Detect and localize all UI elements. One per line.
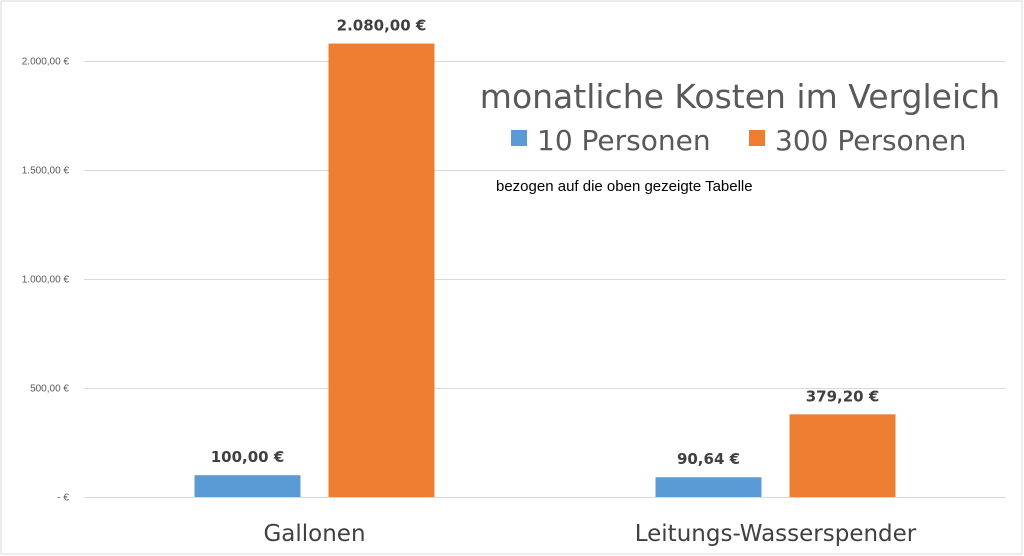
chart-title: monatliche Kosten im Vergleich: [480, 77, 1000, 116]
x-category-label: Leitungs-Wasserspender: [635, 521, 917, 547]
data-labels: 100,00 € 2.080,00 € 90,64 € 379,20 €: [211, 17, 880, 469]
y-axis-ticks: - € 500,00 € 1.000,00 € 1.500,00 € 2.000,00 …: [22, 57, 70, 504]
chart-subtitle: bezogen auf die oben gezeigte Tabelle: [496, 178, 753, 195]
bar-10-personen-gallonen: [194, 475, 301, 497]
data-label: 100,00 €: [211, 448, 285, 466]
gridlines: [84, 61, 1006, 498]
bar-10-personen-leitungs-wasserspender: [655, 477, 762, 497]
legend-swatch-10-personen: [511, 130, 527, 146]
x-axis-categories: Gallonen Leitungs-Wasserspender: [263, 521, 916, 547]
x-category-label: Gallonen: [263, 521, 365, 547]
legend-label-10-personen: 10 Personen: [537, 124, 711, 157]
bar-300-personen-leitungs-wasserspender: [789, 414, 896, 497]
bars: [194, 43, 896, 498]
data-label: 2.080,00 €: [337, 17, 427, 35]
y-tick-label: 2.000,00 €: [22, 57, 70, 68]
y-tick-label: 1.500,00 €: [22, 166, 70, 177]
data-label: 90,64 €: [677, 450, 740, 468]
legend: 10 Personen 300 Personen: [511, 124, 966, 157]
legend-label-300-personen: 300 Personen: [775, 124, 966, 157]
y-tick-label: 500,00 €: [30, 384, 69, 395]
y-tick-label: - €: [57, 493, 69, 504]
y-tick-label: 1.000,00 €: [22, 275, 70, 286]
legend-swatch-300-personen: [749, 130, 765, 146]
bar-300-personen-gallonen: [328, 43, 435, 498]
data-label: 379,20 €: [806, 387, 880, 405]
